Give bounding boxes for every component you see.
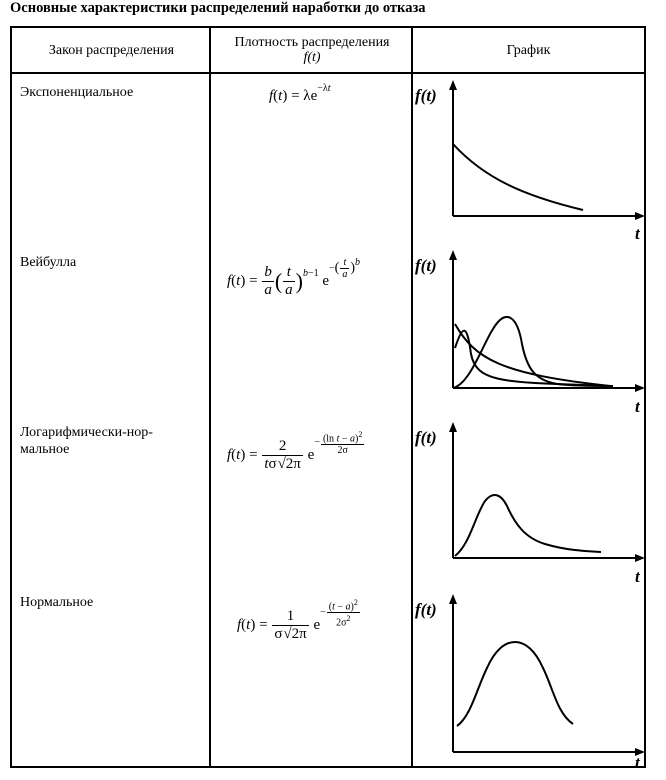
formula-exponential: f(t) = λe−λt [269, 83, 331, 104]
law-weibull: Вейбулла [20, 255, 77, 270]
distribution-table: Закон распределения Плотность распределе… [10, 26, 646, 768]
graph-xlabel: t [635, 224, 641, 242]
header-density-symbol: f(t) [303, 50, 321, 65]
formula-weibull: f(t) = b a(t a)b−1 e−(t a)b [227, 256, 361, 298]
y-axis-arrow [449, 80, 457, 90]
column-divider [209, 28, 211, 766]
header-density: Плотность распределения f(t) [211, 28, 413, 72]
graph-ylabel: f(t) [415, 256, 437, 275]
graph-xlabel: t [635, 753, 641, 768]
x-axis-arrow [635, 384, 645, 392]
formula-lognormal: f(t) = 2 tσ√2π e− (ln t − a)2 2σ [227, 429, 365, 472]
density-curve-b-gt-1 [452, 316, 614, 389]
graph-ylabel: f(t) [415, 86, 437, 105]
density-curve-b-lt-1 [454, 323, 611, 387]
header-divider [12, 72, 644, 74]
x-axis-arrow [635, 554, 645, 562]
density-curve [456, 640, 574, 727]
law-normal: Нормальное [20, 595, 94, 610]
graph-lognormal: f(t) t [415, 416, 646, 586]
graph-ylabel: f(t) [415, 428, 437, 447]
graph-ylabel: f(t) [415, 600, 437, 619]
density-curve [452, 143, 584, 211]
graph-normal: f(t) t [415, 588, 646, 768]
header-law: Закон распределения [48, 42, 175, 58]
x-axis-arrow [635, 212, 645, 220]
page-title: Основные характеристики распределений на… [10, 0, 426, 16]
y-axis-arrow [449, 594, 457, 604]
graph-exponential: f(t) t [415, 74, 646, 242]
graph-weibull: f(t) t [415, 244, 646, 416]
graph-xlabel: t [635, 397, 641, 416]
graph-xlabel: t [635, 567, 641, 586]
header-graph: График [506, 42, 551, 58]
column-divider [411, 28, 413, 766]
law-lognormal: Логарифмически-нор-мальное [20, 425, 153, 457]
y-axis-arrow [449, 422, 457, 432]
density-curve-b-near-1 [454, 329, 611, 387]
law-exponential: Экспоненциальное [20, 85, 134, 100]
y-axis-arrow [449, 250, 457, 260]
x-axis-arrow [635, 748, 645, 756]
formula-normal: f(t) = 1 σ√2π e− (t − a)2 2σ2 [237, 597, 360, 642]
density-curve [454, 494, 602, 557]
header-density-label: Плотность распределения [234, 35, 390, 50]
